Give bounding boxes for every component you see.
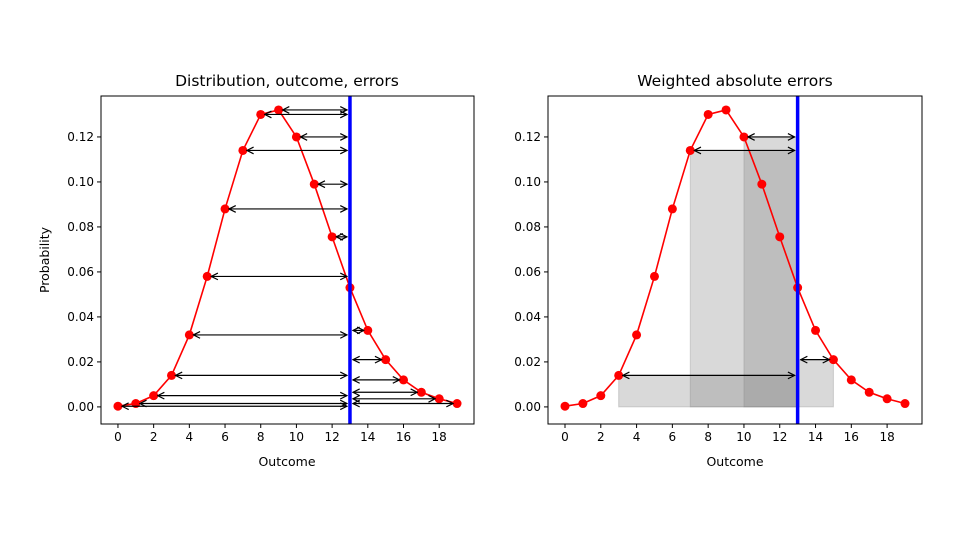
x-tick-label: 0 [114,430,122,444]
y-tick-label: 0.02 [67,355,94,369]
x-tick-label: 0 [561,430,569,444]
data-point [900,399,910,409]
data-point [202,271,212,281]
x-tick-label: 8 [257,430,265,444]
data-point [309,179,319,189]
data-point [381,355,391,365]
data-point [667,204,677,214]
data-point [327,232,337,242]
x-tick-label: 2 [597,430,605,444]
x-tick-label: 12 [324,430,339,444]
y-tick-label: 0.12 [514,130,541,144]
y-tick-label: 0.06 [67,265,94,279]
data-point [828,355,838,365]
data-point [452,399,462,409]
y-tick-label: 0.04 [67,310,94,324]
data-point [578,399,588,409]
x-tick-label: 18 [879,430,894,444]
data-point [560,401,570,411]
x-tick-label: 16 [844,430,859,444]
data-point [149,391,159,401]
data-point [166,370,176,380]
data-point [291,132,301,142]
left-chart: Distribution, outcome, errors Outcome Pr… [37,72,475,469]
data-point [614,370,624,380]
data-point [596,391,606,401]
x-tick-label: 8 [704,430,712,444]
data-point [274,105,284,115]
y-tick-label: 0.02 [514,355,541,369]
y-tick-label: 0.10 [67,175,94,189]
data-point [399,375,409,385]
data-point [113,401,123,411]
chart-title: Weighted absolute errors [637,72,832,90]
error-rectangle [689,149,799,408]
right-chart: Weighted absolute errors Outcome 0 2 4 6 8 10… [514,72,923,469]
x-tick-label: 6 [669,430,677,444]
y-tick-label: 0.10 [514,175,541,189]
x-axis-label: Outcome [706,454,763,469]
x-tick-label: 4 [633,430,641,444]
probability-line [564,109,906,408]
data-point [811,325,821,335]
axes-frame [100,95,475,425]
x-tick-label: 16 [396,430,411,444]
x-tick-label: 18 [432,430,447,444]
data-point [846,375,856,385]
x-tick-label: 6 [221,430,229,444]
y-tick-label: 0.06 [514,265,541,279]
x-tick-label: 2 [150,430,158,444]
data-point [238,145,248,155]
data-point [775,232,785,242]
data-point [434,394,444,404]
x-axis-label: Outcome [258,454,315,469]
data-point [721,105,731,115]
x-tick-label: 10 [289,430,304,444]
x-tick-label: 14 [808,430,823,444]
error-rectangle [797,359,834,408]
data-point [882,394,892,404]
data-point [184,330,194,340]
data-point [416,387,426,397]
data-point [649,271,659,281]
data-point [363,325,373,335]
data-point [256,109,266,119]
y-tick-label: 0.08 [514,220,541,234]
y-tick-label: 0.04 [514,310,541,324]
y-tick-label: 0.08 [67,220,94,234]
y-tick-label: 0.00 [514,400,541,414]
axes-frame [547,95,923,425]
data-point [703,109,713,119]
x-tick-label: 12 [772,430,787,444]
x-tick-label: 4 [186,430,194,444]
x-tick-label: 14 [360,430,375,444]
data-point [632,330,642,340]
y-tick-label: 0.12 [67,130,94,144]
data-point [757,179,767,189]
x-tick-label: 10 [736,430,751,444]
data-point [220,204,230,214]
data-point [739,132,749,142]
y-tick-label: 0.00 [67,400,94,414]
chart-title: Distribution, outcome, errors [175,72,399,90]
y-axis-label: Probability [37,226,52,293]
error-rectangle [618,374,799,408]
data-point [864,387,874,397]
probability-line [117,109,458,408]
data-point [685,145,695,155]
error-rectangle [743,136,799,408]
